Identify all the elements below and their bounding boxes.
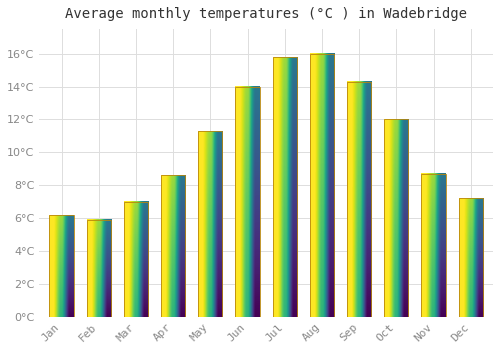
Bar <box>50 215 74 317</box>
Bar <box>124 202 148 317</box>
Bar <box>347 82 371 317</box>
Bar <box>422 174 446 317</box>
Bar <box>384 119 408 317</box>
Bar <box>310 54 334 317</box>
Bar <box>86 220 111 317</box>
Bar <box>458 198 483 317</box>
Bar <box>161 175 185 317</box>
Title: Average monthly temperatures (°C ) in Wadebridge: Average monthly temperatures (°C ) in Wa… <box>65 7 467 21</box>
Bar <box>272 57 297 317</box>
Bar <box>198 131 222 317</box>
Bar <box>236 86 260 317</box>
